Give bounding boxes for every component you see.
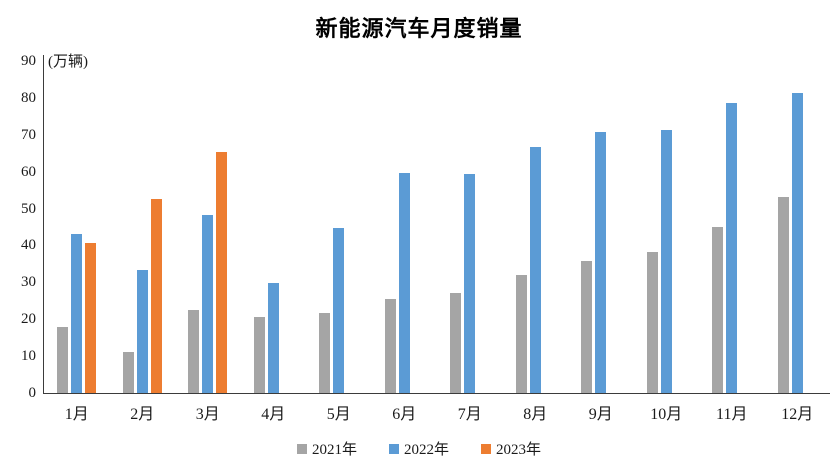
bar-2021年-1月 bbox=[57, 327, 69, 393]
bar-2022年-8月 bbox=[529, 147, 541, 393]
y-tick-label: 70 bbox=[21, 126, 36, 143]
bar-group-5月 bbox=[306, 61, 372, 393]
legend-swatch-icon bbox=[296, 443, 307, 454]
legend-item-2021年: 2021年 bbox=[296, 438, 357, 459]
bar-group-2月 bbox=[110, 61, 176, 393]
bar-2022年-5月 bbox=[333, 228, 345, 393]
x-tick-label-6月: 6月 bbox=[392, 406, 417, 423]
bar-2021年-5月 bbox=[319, 313, 331, 393]
bar-2021年-9月 bbox=[581, 261, 593, 393]
x-tick-label-12月: 12月 bbox=[781, 406, 814, 423]
plot-area bbox=[44, 61, 830, 393]
bar-groups bbox=[44, 61, 830, 393]
y-tick-label: 20 bbox=[21, 311, 36, 328]
x-tick-label-10月: 10月 bbox=[650, 406, 683, 423]
bar-2021年-4月 bbox=[253, 317, 265, 393]
bar-2021年-6月 bbox=[384, 298, 396, 393]
y-tick-label: 80 bbox=[21, 89, 36, 106]
y-axis-line bbox=[43, 55, 44, 393]
bar-group-3月 bbox=[175, 61, 241, 393]
bar-group-12月 bbox=[765, 61, 831, 393]
bar-2022年-12月 bbox=[791, 92, 803, 393]
x-tick-label-7月: 7月 bbox=[457, 406, 482, 423]
bar-2021年-11月 bbox=[712, 227, 724, 393]
bar-group-10月 bbox=[634, 61, 700, 393]
bar-2021年-2月 bbox=[122, 352, 134, 393]
bar-group-9月 bbox=[568, 61, 634, 393]
y-tick-label: 10 bbox=[21, 348, 36, 365]
y-tick-label: 0 bbox=[28, 385, 37, 401]
bar-2022年-3月 bbox=[202, 214, 214, 393]
y-tick-label: 90 bbox=[21, 53, 36, 69]
bar-2021年-7月 bbox=[450, 293, 462, 393]
x-axis-tick-labels: 1月 2月 3月 4月 5月 6月 7月 8月 9月 10月 11月 12月 bbox=[44, 400, 830, 424]
x-tick-label-4月: 4月 bbox=[261, 406, 286, 423]
bar-2022年-6月 bbox=[398, 173, 410, 393]
bar-group-6月 bbox=[372, 61, 438, 393]
bar-2022年-11月 bbox=[726, 103, 738, 393]
y-tick-label: 50 bbox=[21, 200, 36, 217]
legend-swatch-icon bbox=[388, 443, 399, 454]
bar-2022年-4月 bbox=[267, 282, 279, 393]
x-tick-label-8月: 8月 bbox=[523, 406, 548, 423]
legend-item-2023年: 2023年 bbox=[481, 438, 541, 459]
x-tick-label-1月: 1月 bbox=[64, 406, 89, 423]
bar-2022年-1月 bbox=[71, 234, 83, 393]
x-tick-label-3月: 3月 bbox=[195, 406, 220, 423]
x-tick-label-11月: 11月 bbox=[716, 406, 748, 423]
x-axis-line bbox=[43, 393, 830, 394]
y-tick-label: 40 bbox=[21, 237, 36, 254]
legend-swatch-icon bbox=[481, 443, 491, 454]
x-tick-label-2月: 2月 bbox=[130, 406, 155, 423]
bar-group-8月 bbox=[503, 61, 569, 393]
bar-2023年-1月 bbox=[85, 242, 97, 393]
bar-2021年-12月 bbox=[777, 197, 789, 393]
bar-2021年-3月 bbox=[188, 309, 200, 393]
chart-title: 新能源汽车月度销量 bbox=[315, 16, 523, 41]
bar-2022年-10月 bbox=[660, 129, 672, 393]
bar-2022年-2月 bbox=[136, 269, 148, 393]
x-tick-label-9月: 9月 bbox=[588, 406, 613, 423]
bar-2021年-10月 bbox=[646, 251, 658, 393]
bar-group-4月 bbox=[241, 61, 307, 393]
y-tick-label: 60 bbox=[21, 163, 36, 180]
bar-2021年-8月 bbox=[515, 274, 527, 393]
bar-group-1月 bbox=[44, 61, 110, 393]
y-axis-unit-label: (万辆) bbox=[48, 54, 88, 70]
bar-group-7月 bbox=[437, 61, 503, 393]
bar-2023年-3月 bbox=[216, 152, 228, 393]
legend-label: 2023年 bbox=[496, 442, 542, 458]
bar-2023年-2月 bbox=[150, 199, 162, 393]
y-tick-label: 30 bbox=[21, 274, 36, 291]
legend-item-2022年: 2022年 bbox=[388, 438, 449, 459]
bar-2022年-9月 bbox=[595, 131, 607, 393]
x-tick-label-5月: 5月 bbox=[326, 406, 351, 423]
legend: 2021年 2022年 2023年 bbox=[0, 438, 838, 459]
legend-label: 2021年 bbox=[311, 442, 357, 458]
bar-group-11月 bbox=[699, 61, 765, 393]
bar-2022年-7月 bbox=[464, 174, 476, 393]
legend-label: 2022年 bbox=[403, 442, 449, 458]
